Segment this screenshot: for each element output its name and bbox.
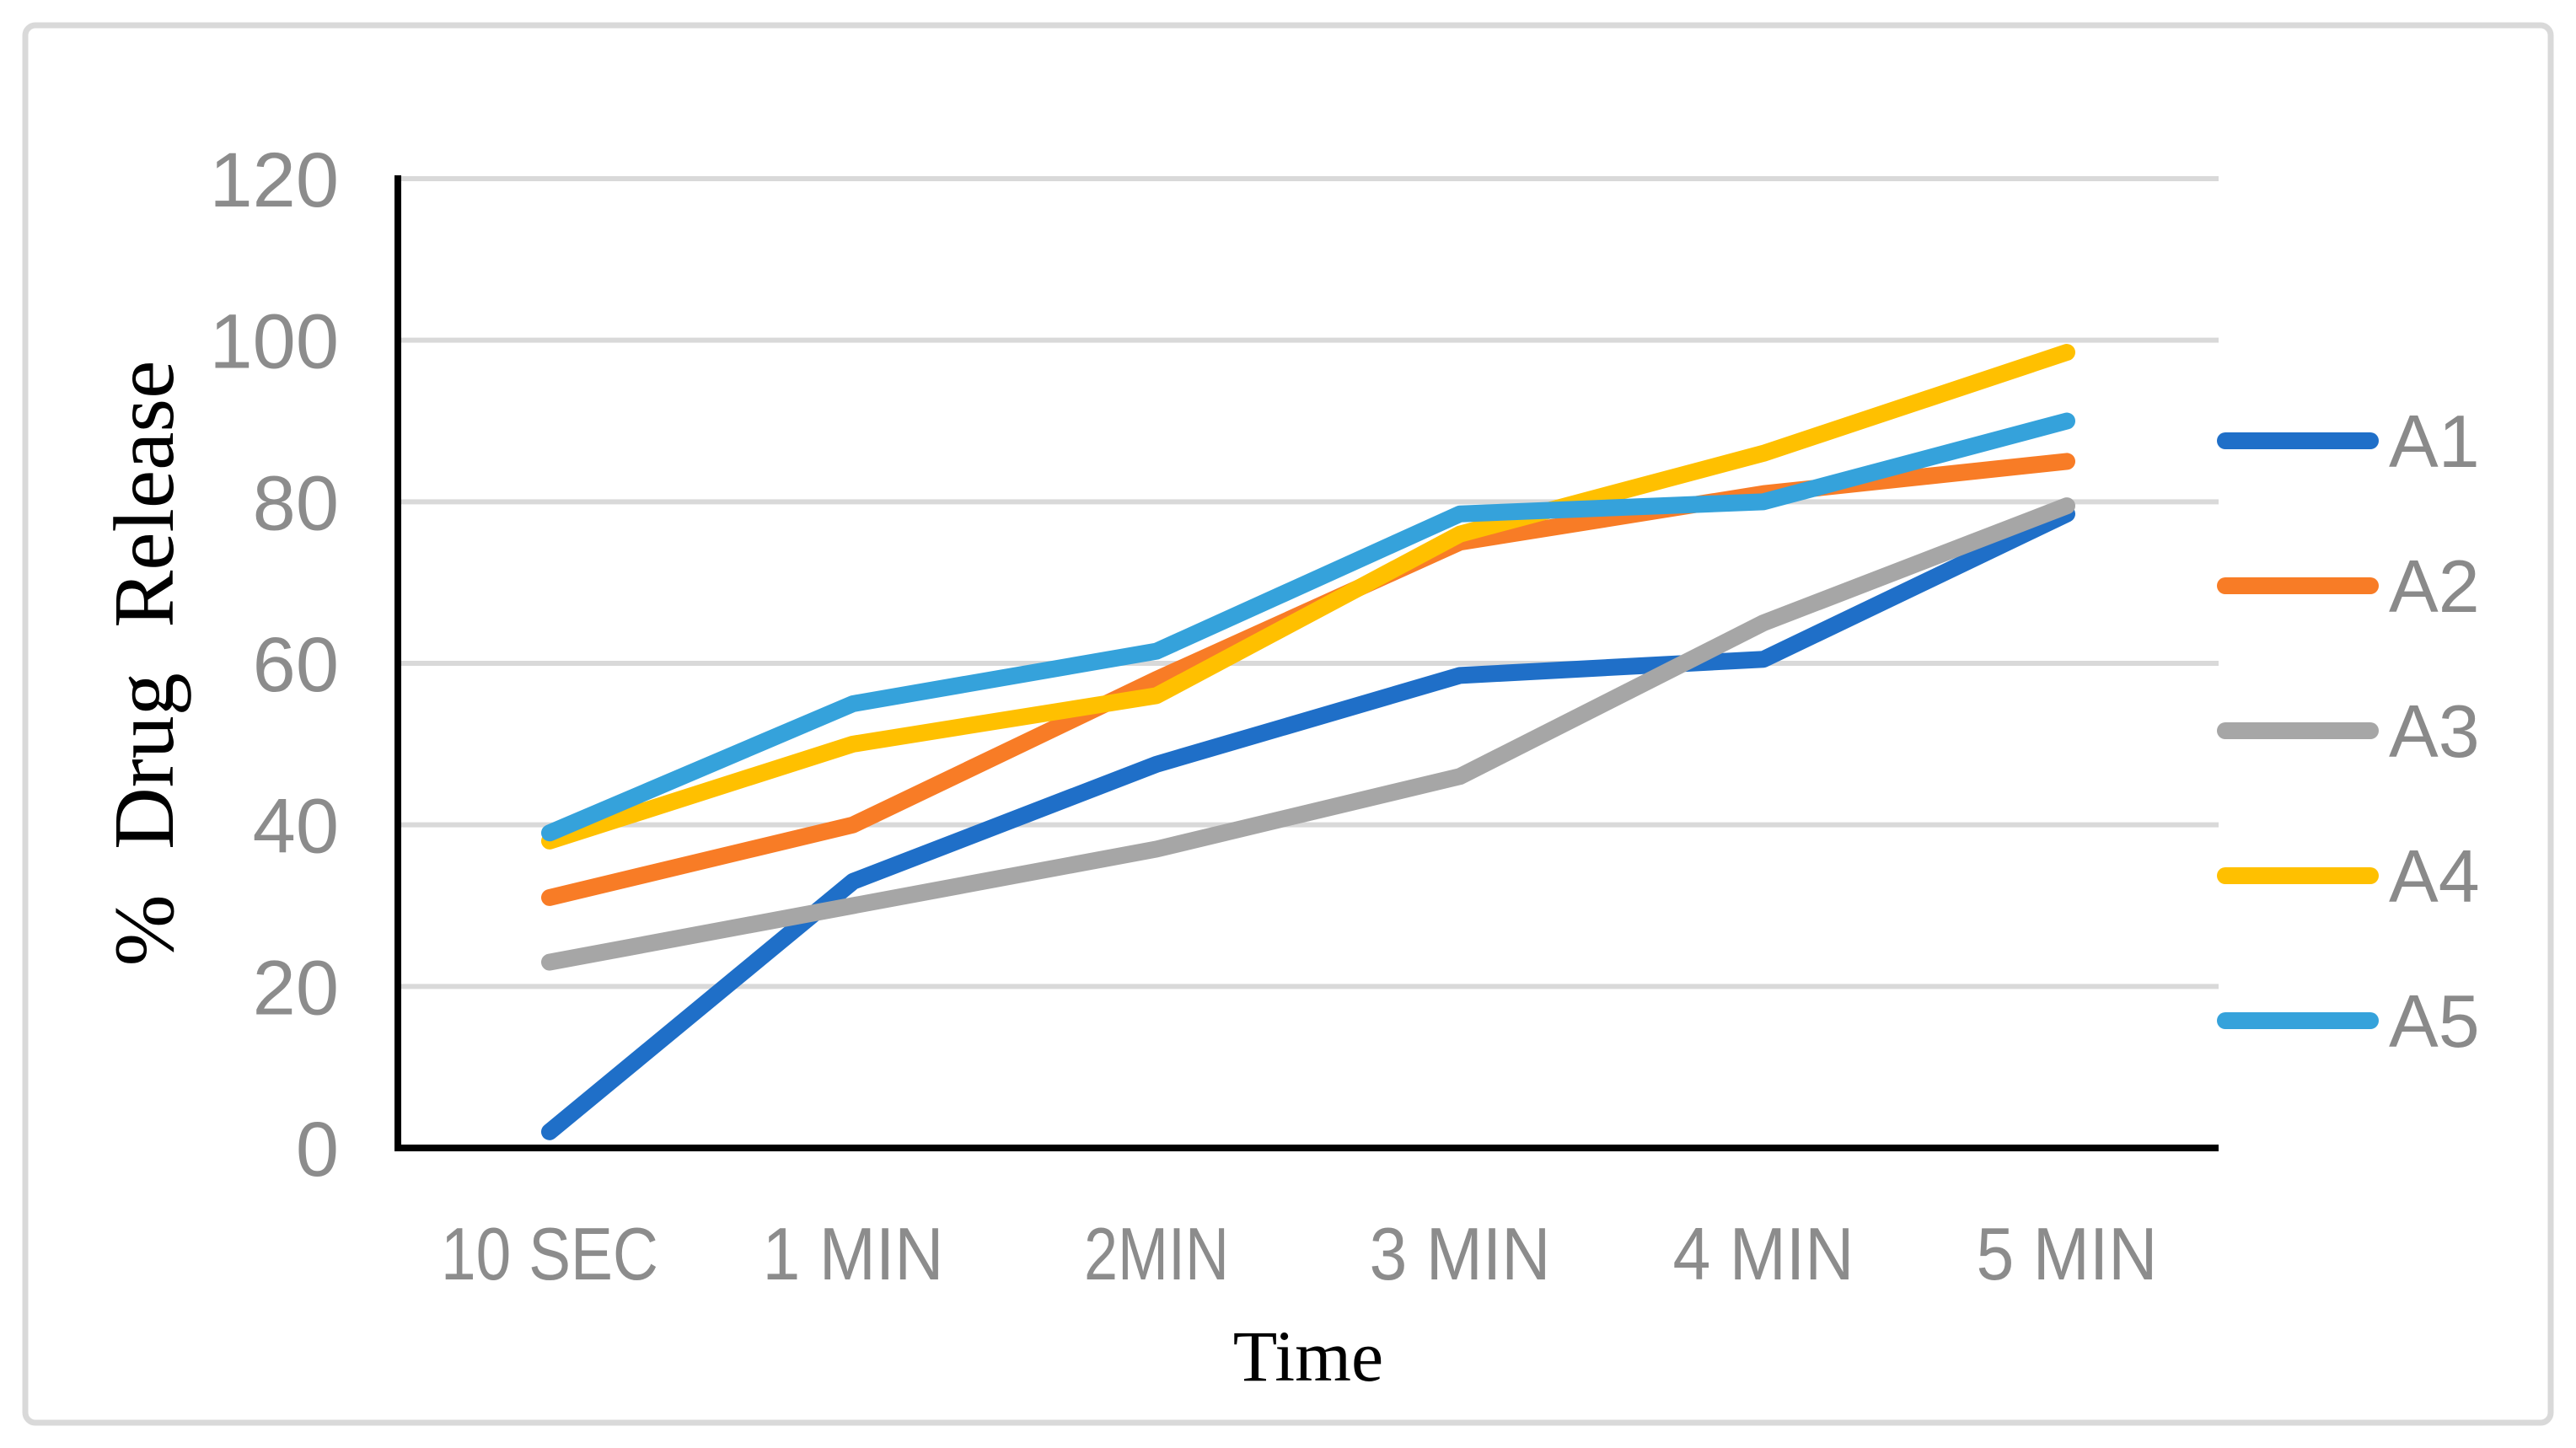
y-tick-label-20: 20 [253,945,339,1031]
legend-item-A1: A1 [2217,400,2480,483]
gridlines [398,176,2219,989]
series-line-A5 [541,412,2075,842]
legend-item-A3: A3 [2217,689,2480,773]
y-tick-label-60: 60 [253,622,339,708]
figure-border [22,22,2554,1426]
legend-item-A2: A2 [2217,544,2480,628]
x-tick-label-6: 5 MIN [1977,1212,2158,1295]
legend-label-A2: A2 [2389,544,2480,628]
y-tick-label-40: 40 [253,784,339,870]
x-axis-title: Time [1233,1316,1383,1397]
y-tick-label-0: 0 [296,1107,339,1193]
x-tick-label-4: 3 MIN [1370,1212,1551,1295]
y-tick-label-80: 80 [253,460,339,546]
x-tick-label-3: 2MIN [1084,1212,1229,1295]
legend-item-A5: A5 [2217,979,2480,1063]
legend-item-A4: A4 [2217,834,2480,918]
legend-label-A5: A5 [2389,979,2480,1063]
x-tick-label-1: 10 SEC [441,1212,658,1295]
series-line-A4 [541,344,2075,850]
x-tick-label-2: 1 MIN [763,1212,944,1295]
legend-label-A3: A3 [2389,689,2480,773]
y-axis-tick-labels: 0 20 40 60 80 100 120 [210,137,340,1193]
axes [394,175,2219,1151]
x-axis-tick-labels: 10 SEC 1 MIN 2MIN 3 MIN 4 MIN 5 MIN [441,1212,2158,1295]
y-axis-title: % Drug Release [97,361,192,967]
legend: A1 A2 A3 A4 A5 [2217,400,2480,1063]
y-tick-label-100: 100 [210,299,340,385]
legend-label-A1: A1 [2389,400,2480,483]
x-tick-label-5: 4 MIN [1673,1212,1854,1295]
series-line-A3 [541,497,2075,971]
legend-label-A4: A4 [2389,834,2480,918]
series-lines [541,344,2075,1140]
y-tick-label-120: 120 [210,137,340,223]
